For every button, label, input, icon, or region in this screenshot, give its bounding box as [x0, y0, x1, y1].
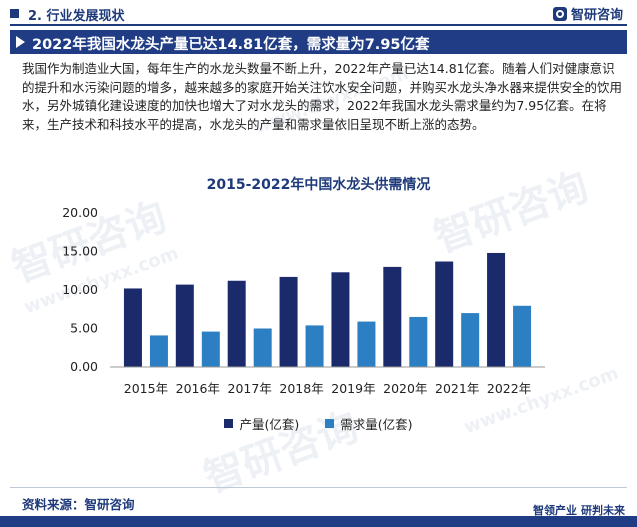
legend-item-demand: 需求量(亿套)	[325, 414, 413, 433]
x-tick-label: 2016年	[176, 381, 220, 396]
bar-demand	[149, 335, 168, 367]
bar-output	[487, 252, 506, 367]
chart-legend: 产量(亿套) 需求量(亿套)	[0, 414, 637, 433]
chart-plot: 0.00 5.00 10.00 15.00 20.00 2015年 2016年 2017年 20…	[62, 205, 545, 396]
x-tick-label: 2015年	[124, 381, 168, 396]
bar-demand	[253, 328, 272, 367]
footer-bar	[0, 516, 637, 527]
x-tick-label: 2021年	[435, 381, 479, 396]
description-paragraph: 我国作为制造业大国，每年生产的水龙头数量不断上升，2022年产量已达14.81亿…	[22, 61, 623, 132]
brand: 智研咨询	[552, 4, 623, 23]
legend-label-demand: 需求量(亿套)	[340, 417, 413, 432]
bar-demand	[513, 305, 532, 367]
top-divider	[10, 24, 627, 26]
bar-output	[175, 284, 194, 367]
section-title: 2. 行业发展现状	[28, 9, 125, 24]
bar-demand	[409, 316, 428, 367]
y-tick-label: 20.00	[62, 205, 98, 220]
x-tick-label: 2017年	[228, 381, 272, 396]
bar-output	[123, 288, 142, 367]
bar-output	[383, 266, 402, 367]
footer-divider	[10, 487, 627, 488]
legend-label-output: 产量(亿套)	[239, 417, 300, 432]
chart-title: 2015-2022年中国水龙头供需情况	[206, 177, 431, 193]
section-marker-icon	[10, 9, 19, 18]
legend-swatch-demand	[325, 419, 335, 428]
bar-output	[435, 261, 454, 367]
bar-demand	[201, 331, 220, 367]
bar-output	[227, 280, 246, 367]
y-tick-label: 0.00	[70, 359, 98, 374]
headline-title: 2022年我国水龙头产量已达14.81亿套，需求量为7.95亿套	[32, 37, 430, 53]
bar-output	[331, 272, 350, 367]
x-tick-label: 2020年	[383, 381, 427, 396]
y-tick-label: 5.00	[70, 321, 98, 336]
legend-item-output: 产量(亿套)	[224, 414, 299, 433]
y-tick-label: 10.00	[62, 282, 98, 297]
bar-output	[279, 276, 298, 367]
y-tick-label: 15.00	[62, 244, 98, 259]
source-note: 资料来源：智研咨询	[22, 497, 135, 512]
footer-brand: 智领产业 研判未来	[533, 502, 625, 518]
footer-brand-left: 智领产业	[533, 504, 577, 517]
brand-logo-icon	[552, 6, 567, 21]
bar-demand	[461, 313, 480, 367]
headline-banner: 2022年我国水龙头产量已达14.81亿套，需求量为7.95亿套	[10, 30, 627, 54]
bar-demand	[305, 325, 324, 367]
play-triangle-icon	[16, 36, 25, 48]
x-tick-label: 2018年	[279, 381, 323, 396]
top-bar: 2. 行业发展现状 智研咨询	[0, 0, 637, 28]
x-tick-label: 2019年	[331, 381, 375, 396]
brand-name: 智研咨询	[570, 8, 623, 23]
footer-brand-right: 研判未来	[581, 504, 625, 517]
legend-swatch-output	[224, 419, 234, 428]
x-tick-label: 2022年	[487, 381, 531, 396]
bar-demand	[357, 321, 376, 367]
